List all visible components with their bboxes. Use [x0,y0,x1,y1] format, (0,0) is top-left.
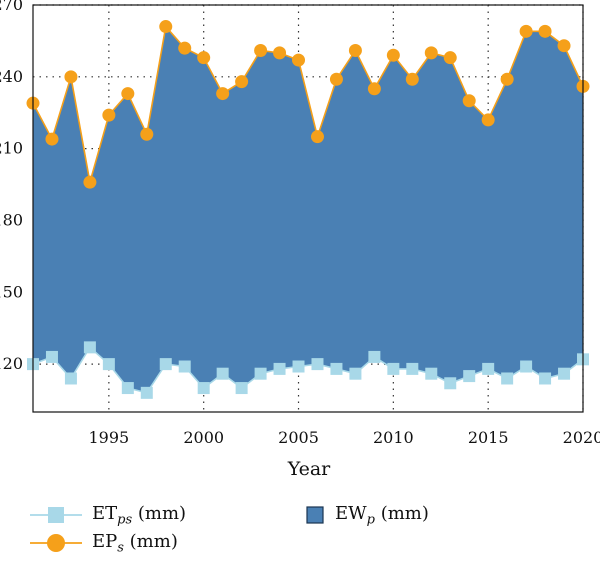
legend-swatch-etps [30,502,82,528]
area-chart: 120 150 180 210 240 270 1995 2000 2005 2010 2015 20… [0,0,600,480]
legend-item-ewp: EWp (mm) [305,502,429,528]
etps-point [102,358,115,371]
eps-point [178,41,192,55]
y-tick-label: 180 [0,210,23,229]
etps-point [273,362,286,375]
eps-point [273,46,287,60]
legend-swatch-ewp [305,502,325,528]
etps-point [501,372,514,385]
y-tick-label: 240 [0,67,23,86]
x-tick-label: 2015 [468,428,509,447]
legend-item-etps: ETps (mm) [30,502,186,528]
y-tick-label: 210 [0,139,23,158]
eps-point [500,72,514,86]
eps-point [557,39,571,53]
etps-point [121,382,134,395]
x-axis-title: Year [287,458,331,480]
y-tick-label: 120 [0,354,23,373]
etps-point [425,367,438,380]
etps-point [178,360,191,373]
eps-point [386,48,400,62]
plot-frame [32,4,584,413]
eps-point [481,113,495,127]
ewp-area [33,26,583,393]
etps-point [463,370,476,383]
area-series [33,26,583,393]
etps-point [539,372,552,385]
x-tick-label: 2010 [373,428,414,447]
etps-point [159,358,172,371]
legend-item-eps: EPs (mm) [30,530,178,556]
eps-point [443,51,457,65]
eps-point [102,108,116,122]
eps-point [254,43,268,57]
eps-point [405,72,419,86]
legend: ETps (mm) EPs (mm) EWp (mm) [0,500,600,557]
etps-point [140,386,153,399]
eps-point [45,132,59,146]
etps-point [520,360,533,373]
etps-point [235,382,248,395]
etps-point [444,377,457,390]
legend-label-etps: ETps (mm) [92,502,187,528]
etps-point [406,362,419,375]
etps-point [368,350,381,363]
axis-ticks: 120 150 180 210 240 270 1995 2000 2005 2010 2015 20… [0,0,600,447]
etps-point [45,350,58,363]
etps-point [558,367,571,380]
x-tick-label: 2000 [183,428,224,447]
etps-point [349,367,362,380]
etps-point [216,367,229,380]
x-tick-label: 2020 [563,428,600,447]
eps-point [348,43,362,57]
etps-point [330,362,343,375]
etps-point [292,360,305,373]
eps-point [424,46,438,60]
eps-point [140,127,154,141]
y-tick-label: 150 [0,282,23,301]
eps-point [64,70,78,84]
etps-point [311,358,324,371]
eps-point [367,82,381,96]
eps-point [462,94,476,108]
x-tick-label: 1995 [89,428,130,447]
etps-point [254,367,267,380]
legend-label-ewp: EWp (mm) [335,502,429,528]
eps-point [235,75,249,89]
eps-point [216,87,230,101]
etps-point [197,382,210,395]
eps-point [519,24,533,38]
etps-point [482,362,495,375]
etps-point [387,362,400,375]
legend-label-eps: EPs (mm) [92,530,178,556]
eps-point [121,87,135,101]
eps-point [310,130,324,144]
eps-point [292,53,306,67]
legend-swatch-eps [30,530,82,556]
etps-point [83,341,96,354]
x-tick-label: 2005 [278,428,319,447]
etps-point [64,372,77,385]
eps-point [329,72,343,86]
y-tick-label: 270 [0,0,23,14]
eps-point [159,20,173,34]
eps-point [197,51,211,65]
eps-point [538,24,552,38]
eps-point [83,175,97,189]
